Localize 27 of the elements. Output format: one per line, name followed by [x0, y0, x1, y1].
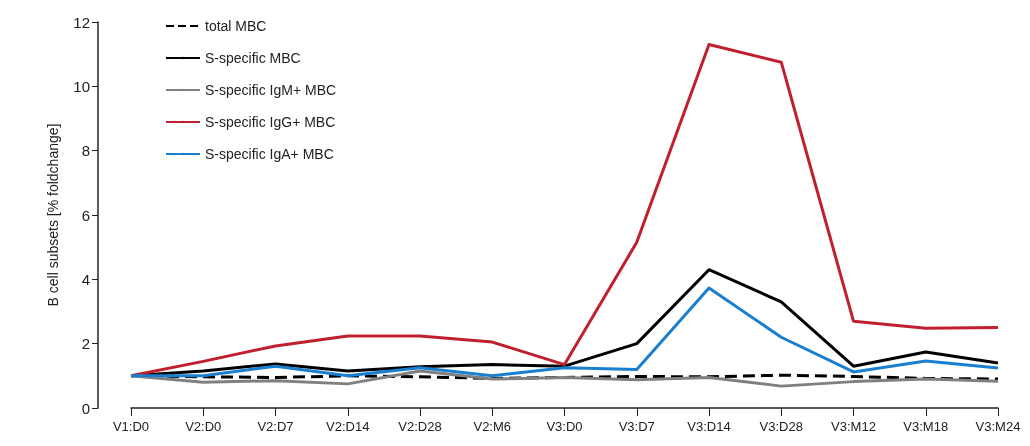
x-tick-label: V2:D28 [398, 419, 442, 434]
y-tick-label: 2 [81, 335, 90, 353]
x-tick-label: V3:D14 [687, 419, 731, 434]
x-tick-label: V3:M12 [831, 419, 876, 434]
x-tick-label: V3:M24 [975, 419, 1021, 434]
line-series [129, 286, 1000, 378]
legend-label: S-specific IgA+ MBC [205, 146, 334, 162]
x-tick-label: V2:D14 [326, 419, 370, 434]
y-tick-label: 8 [81, 142, 90, 160]
x-tick-label: V3:D28 [759, 419, 803, 434]
x-tick-label: V3:M18 [903, 419, 949, 434]
y-tick-label: 0 [81, 399, 90, 417]
legend-label: S-specific MBC [205, 50, 301, 66]
x-tick-label: V2:D7 [257, 419, 294, 434]
legend-label: S-specific IgM+ MBC [205, 82, 337, 98]
x-tick-label: V1:D0 [112, 419, 150, 434]
x-tick-label: V2:D0 [185, 419, 222, 434]
legend-label: S-specific IgG+ MBC [205, 114, 336, 130]
y-tick-label: 10 [73, 77, 90, 95]
y-tick-label: 12 [73, 13, 90, 31]
y-tick-label: 4 [81, 270, 90, 288]
x-tick-label: V2:M6 [473, 419, 512, 434]
legend-label: total MBC [205, 18, 267, 34]
x-tick-label: V3:D0 [546, 419, 583, 434]
y-tick-label: 6 [81, 206, 90, 224]
x-tick-label: V3:D7 [618, 419, 655, 434]
y-axis-title: B cell subsets [% foldchange] [45, 123, 61, 307]
